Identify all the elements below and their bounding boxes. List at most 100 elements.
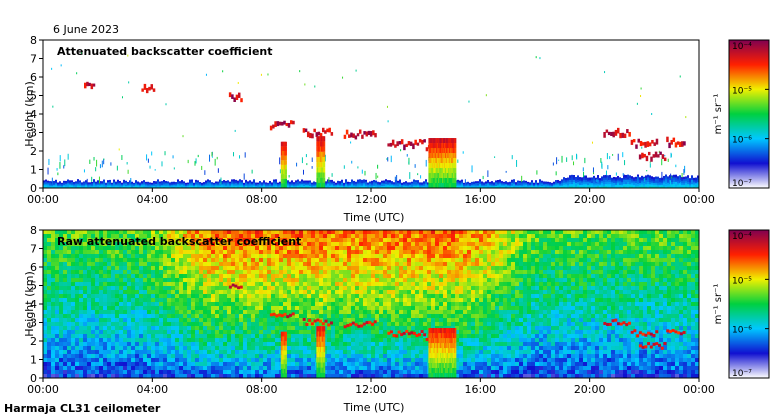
raw-noise-cell (67, 286, 71, 290)
raw-noise-cell (211, 290, 215, 294)
boundary-layer-cell (81, 185, 83, 187)
precipitation-echo (428, 143, 430, 149)
raw-noise-cell (175, 266, 179, 270)
raw-noise-cell (87, 286, 91, 290)
raw-noise-cell (195, 318, 199, 322)
boundary-layer-cell (573, 179, 575, 183)
attenuated-ytick-label: 8 (30, 34, 37, 47)
colorbar-strip-attenuated (728, 39, 770, 189)
raw-noise-cell (215, 322, 219, 326)
boundary-layer-cell (655, 182, 657, 185)
raw-noise-cell (167, 322, 171, 326)
raw-noise-cell (267, 350, 271, 354)
raw-noise-cell (67, 326, 71, 330)
boundary-layer-cell (503, 184, 505, 187)
boundary-layer-cell (415, 181, 417, 184)
raw-noise-cell (255, 370, 259, 374)
precipitation-echo (448, 173, 451, 179)
raw-noise-cell (247, 354, 251, 358)
raw-noise-cell (63, 246, 67, 250)
precipitation-echo (436, 148, 438, 154)
boundary-layer-cell (603, 181, 605, 185)
raw-noise-cell (63, 306, 67, 310)
boundary-layer-cell (479, 179, 481, 182)
scatter-echo (387, 157, 389, 162)
precipitation-echo (280, 183, 283, 188)
attenuated-colorbar-tick-label: 10⁻⁴ (732, 42, 752, 52)
boundary-layer-cell (269, 180, 271, 183)
raw-noise-cell (279, 286, 283, 290)
raw-noise-cell (59, 246, 63, 250)
raw-noise-cell (215, 286, 219, 290)
raw-noise-cell (143, 346, 147, 350)
raw-noise-cell (171, 270, 175, 274)
boundary-layer-cell (555, 182, 557, 185)
boundary-layer-cell (123, 179, 125, 182)
attenuated-colorbar-tick-label: 10⁻⁵ (732, 86, 752, 96)
boundary-layer-cell (533, 185, 535, 187)
boundary-layer-cell (667, 186, 669, 189)
scatter-echo (494, 156, 496, 158)
cloud-echo (409, 141, 413, 146)
boundary-layer-cell (365, 185, 367, 188)
raw-noise-cell (59, 250, 63, 254)
raw-noise-cell (271, 286, 275, 290)
raw-noise-cell (259, 318, 263, 322)
raw-noise-cell (155, 238, 159, 242)
raw-noise-cell (59, 370, 63, 374)
raw-noise-cell (139, 354, 143, 358)
raw-noise-cell (231, 326, 235, 330)
raw-noise-cell (155, 354, 159, 358)
boundary-layer-cell (349, 185, 351, 188)
raw-noise-cell (179, 310, 183, 314)
raw-noise-cell (211, 306, 215, 310)
boundary-layer-cell (367, 182, 369, 184)
boundary-layer-cell (43, 185, 45, 188)
raw-noise-cell (191, 290, 195, 294)
raw-noise-cell (259, 302, 263, 306)
boundary-layer-cell (651, 180, 653, 183)
raw-noise-cell (95, 266, 99, 270)
boundary-layer-cell (601, 186, 603, 189)
raw-noise-cell (259, 258, 263, 262)
boundary-layer-cell (541, 184, 543, 187)
raw-noise-cell (99, 326, 103, 330)
raw-noise-cell (139, 318, 143, 322)
raw-noise-cell (227, 302, 231, 306)
boundary-layer-cell (581, 177, 583, 180)
boundary-layer-cell (619, 186, 621, 189)
raw-noise-cell (207, 290, 211, 294)
boundary-layer-cell (111, 182, 113, 185)
scatter-echo (146, 154, 148, 161)
raw-noise-cell (151, 326, 155, 330)
boundary-layer-cell (529, 184, 531, 186)
raw-noise-cell (219, 286, 223, 290)
raw-noise-cell (63, 310, 67, 314)
boundary-layer-cell (341, 182, 343, 185)
precipitation-echo (319, 136, 322, 142)
boundary-layer-cell (519, 182, 521, 184)
precipitation-echo (450, 183, 453, 188)
scatter-echo (593, 172, 595, 175)
boundary-layer-cell (571, 177, 573, 180)
scatter-echo (685, 116, 687, 119)
scatter-echo (80, 51, 82, 54)
boundary-layer-cell (481, 184, 483, 187)
raw-noise-cell (55, 358, 59, 362)
raw-noise-cell (207, 310, 211, 314)
raw-noise-cell (91, 314, 95, 318)
raw-noise-cell (119, 230, 123, 234)
boundary-layer-cell (71, 181, 73, 184)
boundary-layer-cell (311, 185, 313, 187)
raw-noise-cell (191, 330, 195, 334)
raw-noise-cell (243, 370, 247, 374)
boundary-layer-cell (681, 182, 683, 185)
raw-noise-cell (63, 370, 67, 374)
raw-noise-cell (79, 242, 83, 246)
raw-noise-cell (207, 302, 211, 306)
boundary-layer-cell (97, 180, 99, 183)
raw-noise-cell (79, 270, 83, 274)
raw-noise-cell (131, 294, 135, 298)
boundary-layer-cell (305, 181, 307, 184)
boundary-layer-cell (257, 182, 259, 184)
